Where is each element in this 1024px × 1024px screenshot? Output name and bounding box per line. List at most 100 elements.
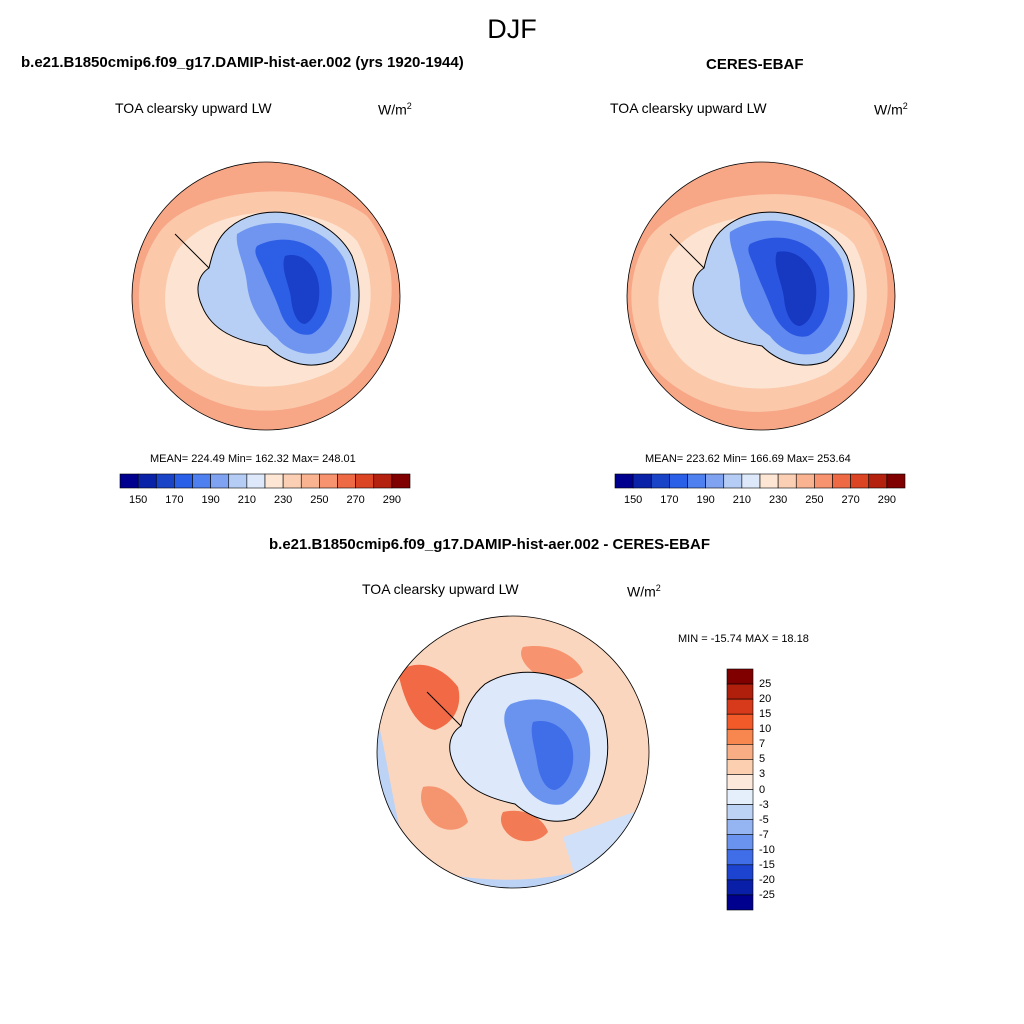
colorbar-tick-label: -3 xyxy=(759,798,769,811)
colorbar-swatch xyxy=(319,473,338,489)
panel-3-warm-west xyxy=(398,664,460,730)
panel-2-colorbar xyxy=(614,473,906,489)
colorbar-swatch xyxy=(650,473,670,489)
panel-3-warm-north xyxy=(521,646,583,680)
panel-3-peninsula-coast xyxy=(426,691,462,727)
panel-1-stats: MEAN= 224.49 Min= 162.32 Max= 248.01 xyxy=(150,453,356,465)
panel-3-colorbar-labels: 25 20 15 10 7 5 3 0 -3 -5 -7 -10 -15 -20 -25 xyxy=(759,669,799,910)
colorbar-swatch xyxy=(192,473,211,489)
panel-3-blue-south xyxy=(393,862,603,888)
colorbar-tick-label: 230 xyxy=(273,494,293,506)
colorbar-tick-label: 250 xyxy=(805,494,824,506)
panel-3-polar-map xyxy=(376,615,650,889)
colorbar-swatch xyxy=(726,728,754,745)
panel-3-antarctica-deep xyxy=(531,721,574,790)
panel-1-antarctica-peak xyxy=(283,255,320,324)
panel-1-colorbar-labels: 150 170 190 210 230 250 270 290 xyxy=(120,494,410,508)
panel-3-stats: MIN = -15.74 MAX = 18.18 xyxy=(678,633,809,645)
colorbar-tick-label: 20 xyxy=(759,693,772,706)
colorbar-tick-label: 190 xyxy=(696,494,715,506)
colorbar-swatch xyxy=(726,834,754,851)
colorbar-tick-label: 270 xyxy=(841,494,860,506)
panel-3-variable-label: TOA clearsky upward LW xyxy=(362,581,519,597)
panel-2-polar-map xyxy=(626,161,896,431)
colorbar-swatch xyxy=(726,698,754,715)
figure-title: DJF xyxy=(487,14,537,44)
colorbar-tick-label: 170 xyxy=(165,494,184,506)
panel-2-units: W/m2 xyxy=(874,101,908,118)
colorbar-swatch xyxy=(669,473,688,489)
colorbar-tick-label: -20 xyxy=(759,873,775,886)
colorbar-swatch xyxy=(726,894,754,911)
colorbar-tick-label: 270 xyxy=(346,494,365,506)
colorbar-swatch xyxy=(868,473,888,489)
colorbar-swatch xyxy=(726,819,754,835)
colorbar-swatch xyxy=(726,804,754,820)
colorbar-swatch xyxy=(210,473,230,489)
panel-3-title: b.e21.B1850cmip6.f09_g17.DAMIP-hist-aer.… xyxy=(269,536,710,553)
colorbar-swatch xyxy=(723,473,743,489)
colorbar-swatch xyxy=(687,473,706,489)
panel-2-variable-label: TOA clearsky upward LW xyxy=(610,100,767,116)
colorbar-tick-label: 190 xyxy=(201,494,220,506)
colorbar-swatch xyxy=(137,473,157,489)
colorbar-tick-label: 10 xyxy=(759,723,772,736)
panel-1-variable-label: TOA clearsky upward LW xyxy=(115,100,272,116)
colorbar-swatch xyxy=(726,879,754,896)
colorbar-swatch xyxy=(282,473,302,489)
colorbar-swatch xyxy=(632,473,652,489)
panel-1-peninsula-coast xyxy=(174,233,210,269)
colorbar-tick-label: 150 xyxy=(623,494,643,506)
colorbar-swatch xyxy=(119,473,139,489)
colorbar-tick-label: 170 xyxy=(660,494,679,506)
colorbar-swatch xyxy=(814,473,833,489)
colorbar-tick-label: 0 xyxy=(759,783,766,796)
colorbar-tick-label: 210 xyxy=(732,494,752,506)
colorbar-swatch xyxy=(373,473,393,489)
colorbar-swatch xyxy=(726,864,754,881)
colorbar-tick-label: 3 xyxy=(759,768,766,781)
colorbar-swatch xyxy=(337,473,356,489)
colorbar-tick-label: 150 xyxy=(128,494,148,506)
colorbar-swatch xyxy=(726,683,754,700)
colorbar-swatch xyxy=(300,473,320,489)
panel-1-coastline xyxy=(197,211,360,366)
colorbar-swatch xyxy=(355,473,375,489)
panel-2-peninsula-coast xyxy=(669,233,705,269)
colorbar-swatch xyxy=(726,668,754,685)
colorbar-swatch xyxy=(726,774,754,790)
panel-1-polar-map xyxy=(131,161,401,431)
panel-3-coastline xyxy=(449,671,609,822)
colorbar-swatch xyxy=(850,473,870,489)
colorbar-tick-label: -7 xyxy=(759,828,769,841)
colorbar-tick-label: 15 xyxy=(759,708,772,721)
colorbar-swatch xyxy=(726,759,754,775)
colorbar-tick-label: -10 xyxy=(759,843,775,856)
panel-1-title: b.e21.B1850cmip6.f09_g17.DAMIP-hist-aer.… xyxy=(21,54,464,71)
panel-2-antarctica-peak xyxy=(775,251,817,326)
panel-2-coastline xyxy=(692,211,855,366)
colorbar-swatch xyxy=(759,473,779,489)
colorbar-tick-label: 230 xyxy=(768,494,788,506)
colorbar-swatch xyxy=(228,473,248,489)
colorbar-swatch xyxy=(726,713,754,730)
panel-2-colorbar-labels: 150 170 190 210 230 250 270 290 xyxy=(615,494,905,508)
colorbar-tick-label: 25 xyxy=(759,678,772,691)
colorbar-swatch xyxy=(174,473,193,489)
colorbar-tick-label: 5 xyxy=(759,753,766,766)
colorbar-swatch xyxy=(777,473,797,489)
colorbar-tick-label: 210 xyxy=(237,494,257,506)
panel-2-title: CERES-EBAF xyxy=(706,56,804,73)
colorbar-swatch xyxy=(726,744,754,760)
panel-3-warm-southeast xyxy=(500,810,548,842)
colorbar-swatch xyxy=(795,473,815,489)
colorbar-tick-label: -15 xyxy=(759,858,775,871)
colorbar-swatch xyxy=(726,849,754,866)
panel-3-warm-southwest xyxy=(420,786,468,830)
colorbar-swatch xyxy=(391,473,411,489)
colorbar-swatch xyxy=(726,789,754,805)
colorbar-tick-label: 250 xyxy=(310,494,329,506)
colorbar-swatch xyxy=(246,473,266,489)
colorbar-swatch xyxy=(832,473,851,489)
colorbar-swatch xyxy=(886,473,906,489)
